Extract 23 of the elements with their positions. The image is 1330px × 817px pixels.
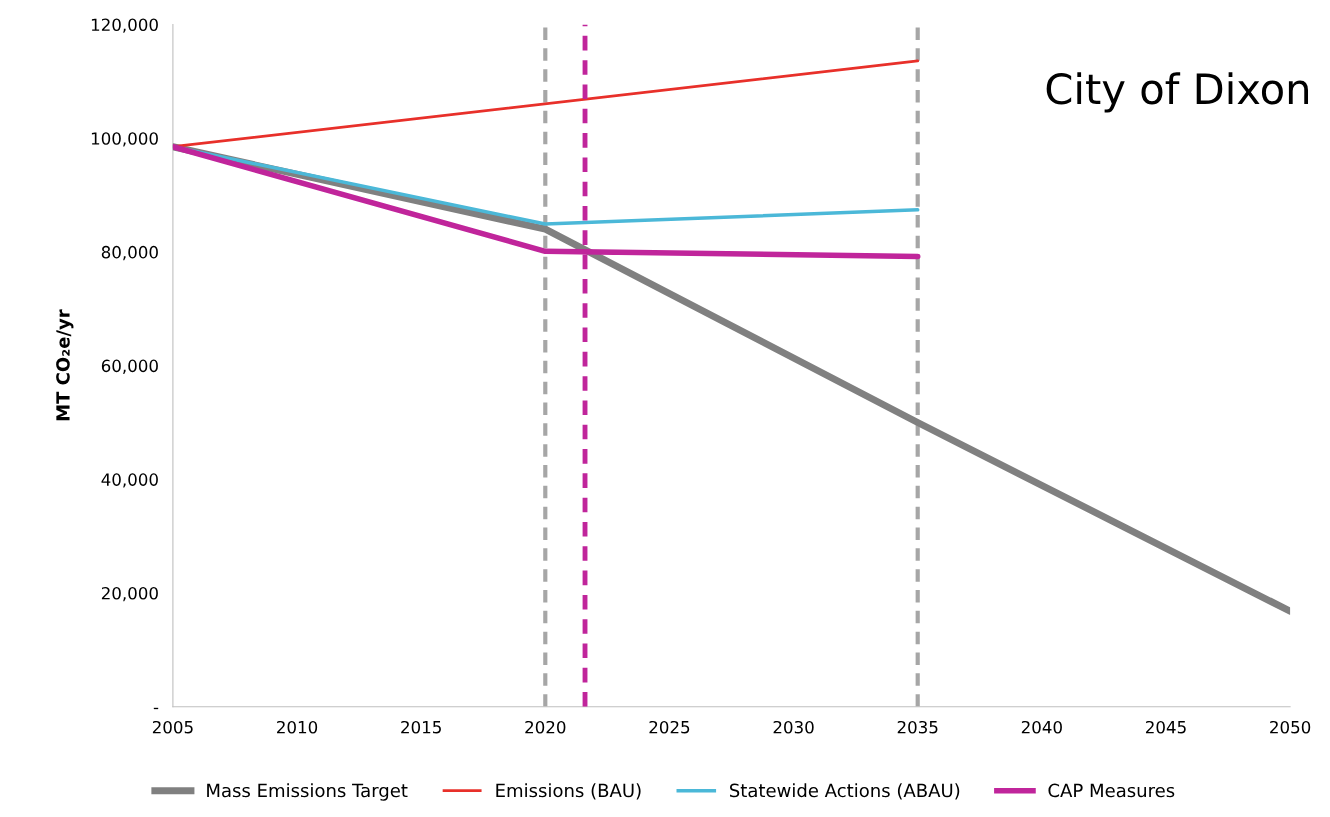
legend-label: CAP Measures	[1048, 783, 1175, 798]
y-axis-title: MT CO₂e/yr	[56, 309, 74, 421]
y-tick-label: 100,000	[91, 132, 158, 147]
x-tick-label: 2030	[773, 720, 814, 734]
x-tick-label: 2010	[277, 720, 318, 734]
x-tick-label: 2015	[401, 720, 441, 734]
y-tick-label: 40,000	[101, 473, 158, 488]
x-tick-label: 2050	[1270, 720, 1311, 734]
x-tick-label: 2020	[525, 720, 566, 734]
legend-label: Statewide Actions (ABAU)	[729, 783, 960, 800]
x-tick-label: 2025	[649, 720, 690, 734]
y-tick-label: 20,000	[101, 586, 158, 602]
y-tick-label: 60,000	[101, 359, 158, 374]
y-tick-label: 120,000	[91, 18, 158, 33]
x-tick-label: 2045	[1145, 720, 1186, 734]
x-tick-label: 2035	[897, 720, 938, 734]
x-tick-label: 2040	[1021, 720, 1062, 734]
legend-label: Emissions (BAU)	[496, 783, 641, 800]
annotation: City of Dixon	[1046, 72, 1309, 113]
x-tick-label: 2005	[152, 720, 193, 734]
legend-label: Mass Emissions Target	[207, 783, 408, 801]
y-tick-label: -	[153, 707, 159, 710]
y-tick-label: 80,000	[101, 245, 158, 261]
